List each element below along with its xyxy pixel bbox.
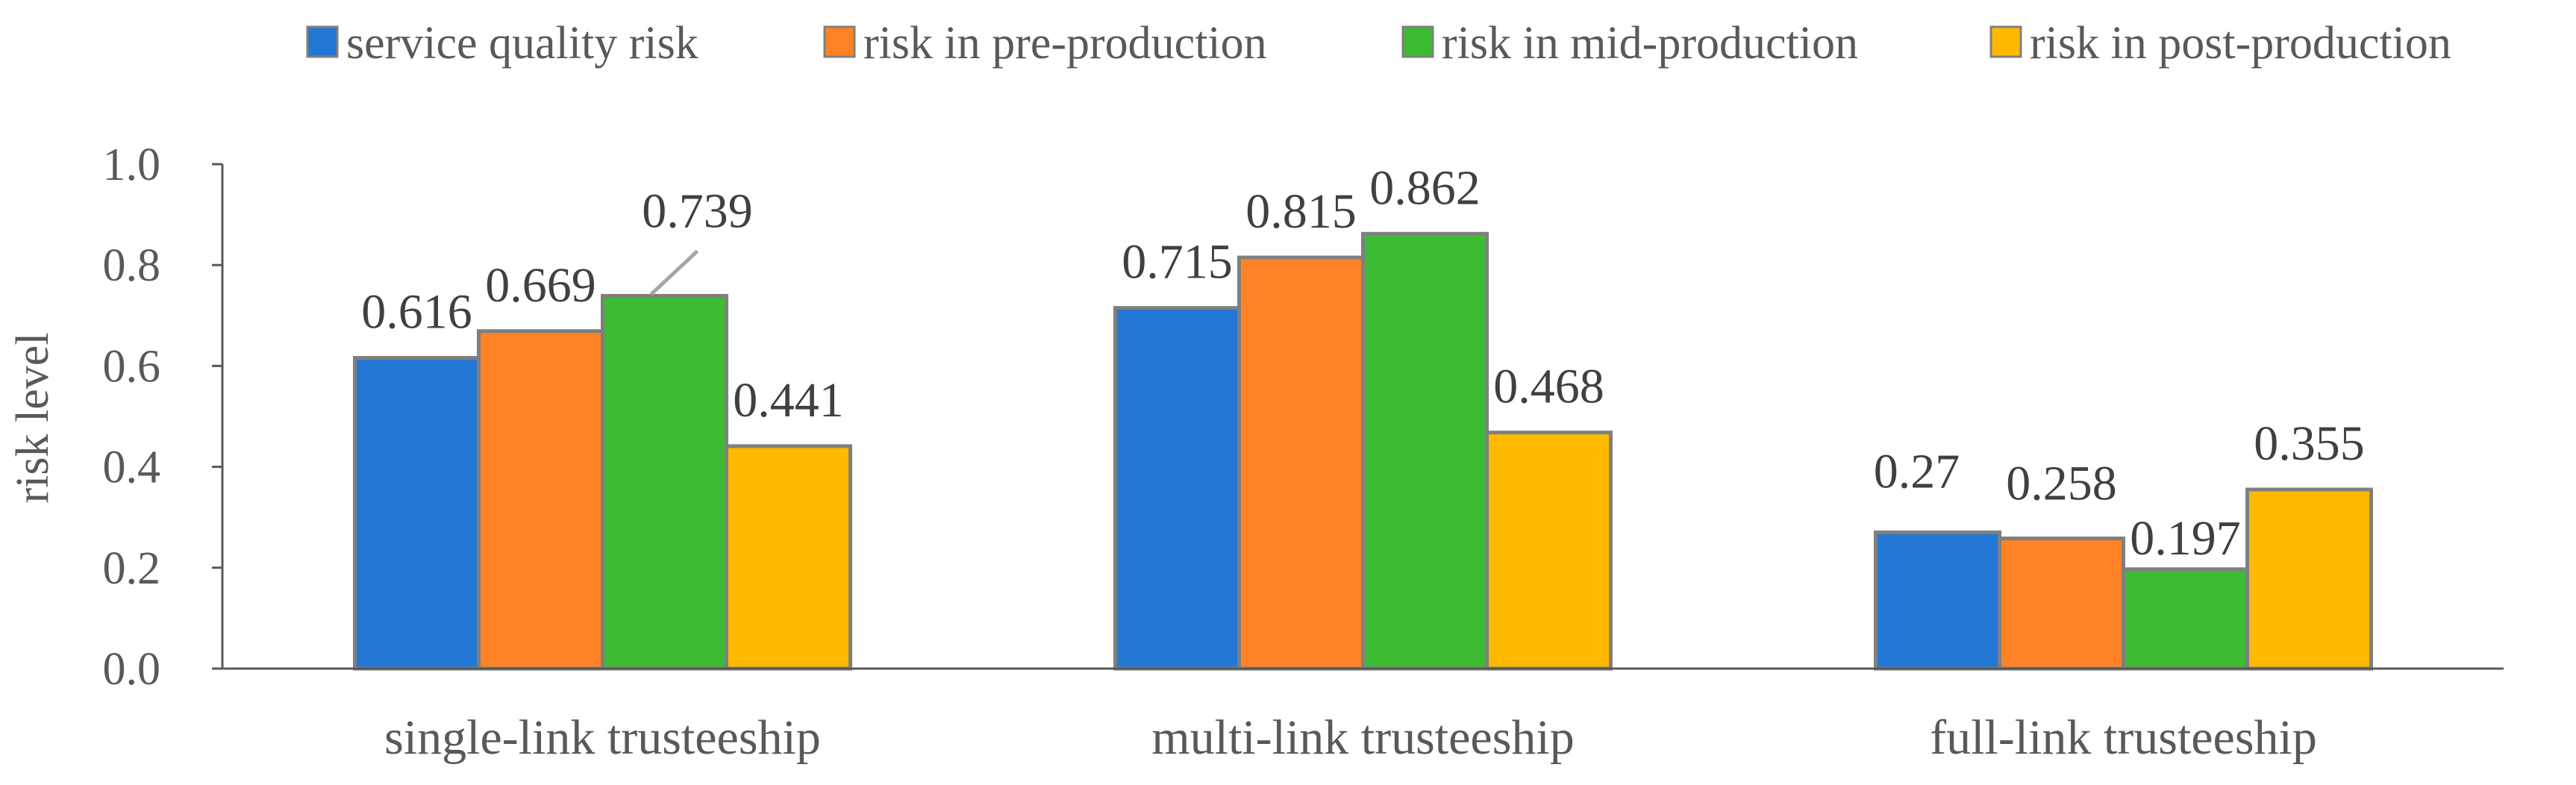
y-axis-ticks: 0.0 0.2 0.4 0.6 0.8 1.0: [103, 140, 222, 695]
data-label: 0.715: [1122, 235, 1233, 290]
bar: [1113, 306, 1241, 671]
data-label: 0.441: [733, 373, 844, 428]
data-label: 0.862: [1369, 160, 1481, 215]
legend-swatch: [1989, 25, 2022, 58]
axes: [221, 164, 2504, 670]
bar: [1998, 537, 2125, 671]
leader-line: [649, 249, 699, 296]
legend-item: risk in post-production: [1989, 18, 2451, 69]
legend-swatch: [1401, 25, 1434, 58]
y-tick-label: 0.0: [103, 644, 161, 695]
legend-item: risk in mid-production: [1401, 18, 1858, 69]
bar: [1485, 431, 1613, 671]
legend-item: service quality risk: [306, 18, 698, 69]
legend-label: risk in mid-production: [1442, 18, 1858, 69]
bar: [1237, 255, 1365, 671]
data-label: 0.197: [2130, 511, 2241, 566]
category-label: single-link trusteeship: [384, 710, 821, 765]
y-axis-title-group: risk level: [7, 333, 58, 504]
legend: service quality risk risk in pre-producti…: [306, 18, 2451, 69]
bar: [1874, 530, 2001, 671]
data-label: 0.815: [1245, 184, 1357, 239]
data-label: 0.616: [361, 285, 472, 340]
bar: [2122, 567, 2249, 671]
bar: [725, 444, 852, 671]
y-tick-label: 0.2: [103, 543, 161, 594]
category-label: full-link trusteeship: [1930, 710, 2317, 765]
legend-label: service quality risk: [346, 18, 698, 69]
y-axis-title: risk level: [7, 333, 58, 504]
legend-label: risk in pre-production: [863, 18, 1267, 69]
category-label: multi-link trusteeship: [1151, 710, 1574, 765]
bars: [353, 231, 2373, 671]
category-labels: single-link trusteeship multi-link truste…: [384, 710, 2317, 765]
y-tick-label: 0.6: [103, 341, 161, 392]
y-tick-label: 1.0: [103, 140, 161, 190]
data-label: 0.739: [642, 184, 753, 238]
y-tick-label: 0.8: [103, 240, 161, 291]
legend-label: risk in post-production: [2030, 18, 2451, 69]
data-label: 0.355: [2254, 416, 2365, 471]
legend-item: risk in pre-production: [823, 18, 1267, 69]
data-label: 0.468: [1493, 360, 1604, 414]
bar: [601, 293, 728, 671]
legend-swatch: [306, 25, 339, 58]
y-tick-label: 0.4: [103, 442, 161, 493]
bar: [2245, 487, 2373, 671]
data-label: 0.669: [485, 258, 596, 313]
bar: [477, 329, 604, 671]
bar: [353, 356, 481, 671]
data-label: 0.258: [2006, 457, 2117, 511]
data-label: 0.27: [1874, 444, 1960, 498]
bar: [1361, 231, 1489, 671]
legend-swatch: [823, 25, 856, 58]
